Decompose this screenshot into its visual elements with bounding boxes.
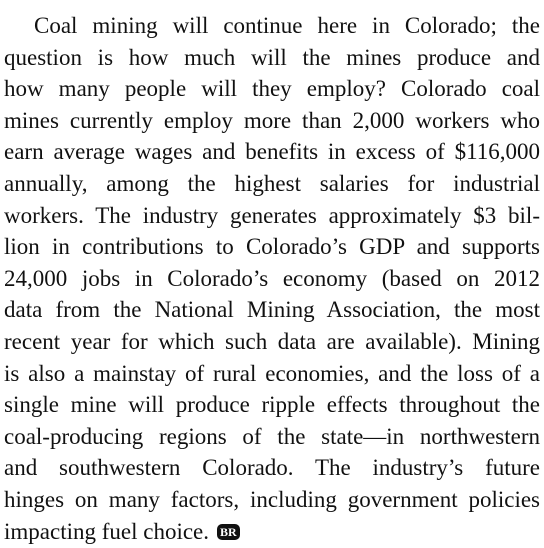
line-text: 24,000 jobs in Colorado’s economy (based…: [4, 265, 540, 291]
line-text: question is how much will the mines prod…: [4, 44, 540, 70]
paragraph: Coal mining will continue here in Colora…: [4, 10, 540, 547]
line-text: earn average wages and benefits in exces…: [4, 139, 540, 165]
text-line: impacting fuel choice. BR: [4, 516, 540, 548]
line-text: Coal mining will continue here in Colora…: [34, 13, 540, 38]
text-line: lion in contributions to Colorado’s GDP …: [4, 231, 540, 263]
line-text: is also a mainstay of rural economies, a…: [4, 360, 540, 386]
line-text: hinges on many factors, including govern…: [4, 486, 540, 512]
line-text: single mine will produce ripple effects …: [4, 392, 540, 418]
line-text: lion in contributions to Colorado’s GDP …: [4, 234, 540, 260]
text-line: and southwestern Colorado. The industry’…: [4, 452, 540, 484]
text-line: is also a mainstay of rural economies, a…: [4, 358, 540, 390]
text-line: how many people will they employ? Colora…: [4, 73, 540, 105]
line-text: how many people will they employ? Colora…: [4, 76, 540, 102]
text-line: earn average wages and benefits in exces…: [4, 136, 540, 168]
end-mark: BR: [217, 523, 240, 540]
line-text: data from the National Mining Associatio…: [4, 297, 540, 323]
text-line: Coal mining will continue here in Colora…: [4, 10, 540, 42]
line-text: and southwestern Colorado. The industry’…: [4, 455, 540, 481]
line-text: workers. The industry generates approxim…: [4, 202, 540, 228]
text-line: 24,000 jobs in Colorado’s economy (based…: [4, 263, 540, 295]
text-line: mines currently employ more than 2,000 w…: [4, 105, 540, 137]
line-text: mines currently employ more than 2,000 w…: [4, 107, 540, 133]
text-line: coal-producing regions of the state—in n…: [4, 421, 540, 453]
text-line: recent year for which such data are avai…: [4, 326, 540, 358]
text-line: question is how much will the mines prod…: [4, 42, 540, 74]
line-text: coal-producing regions of the state—in n…: [4, 423, 540, 449]
text-line: data from the National Mining Associatio…: [4, 294, 540, 326]
line-text: annually, among the highest salaries for…: [4, 170, 540, 196]
line-text: impacting fuel choice.: [4, 518, 210, 544]
text-line: single mine will produce ripple effects …: [4, 389, 540, 421]
line-text: recent year for which such data are avai…: [4, 328, 540, 354]
text-line: annually, among the highest salaries for…: [4, 168, 540, 200]
text-line: workers. The industry generates approxim…: [4, 200, 540, 232]
text-line: hinges on many factors, including govern…: [4, 484, 540, 516]
